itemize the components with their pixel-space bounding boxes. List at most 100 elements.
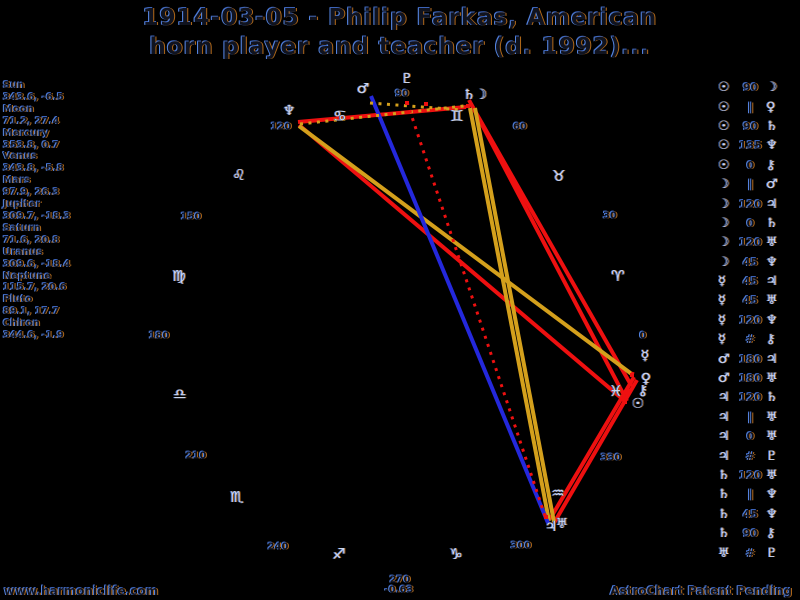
planet-name: Sun bbox=[3, 80, 25, 91]
degree-label-30: 30 bbox=[603, 210, 617, 222]
aspect-type-value: ∥ bbox=[747, 100, 754, 114]
planet-name: Mars bbox=[3, 175, 31, 187]
planet-marker bbox=[424, 102, 428, 106]
planet-marker bbox=[626, 391, 630, 395]
uranus-icon: ♅ bbox=[766, 409, 778, 425]
aspect-type-value: 120 bbox=[739, 391, 762, 405]
planet-name: Neptune bbox=[3, 270, 52, 282]
aspect-line-saturn-120-uranus bbox=[473, 107, 556, 523]
aspect-row-mercury-45-jupiter: ☿ 45 ♃ bbox=[718, 272, 788, 291]
aspect-row-moon-0-saturn: ☽ 0 ♄ bbox=[718, 214, 788, 233]
aspect-type-value: # bbox=[745, 449, 756, 463]
chiron-icon: ⚷ bbox=[766, 157, 776, 173]
aspect-list-panel: ☉ 90 ☽ ☉ ∥ ♀ ☉ 90 ♄ ☉ 135 ♆ ☉ 0 ⚷ ☽ ∥ ♂ ☽ 120 ♃ ☽ 0 ♄ ☽ 120 ♅ ☽ 45 ♆ ☿… bbox=[718, 78, 788, 563]
planet-entry-jupiter: Jupiter 309.7, -18.3 bbox=[3, 199, 123, 223]
planet-marker bbox=[630, 373, 634, 377]
aspect-line-jupiter-cpar-pluto bbox=[405, 101, 547, 517]
jupiter-icon: ♃ bbox=[766, 351, 778, 367]
aspect-line-sun-135-neptune bbox=[297, 123, 628, 404]
planet-name: Jupiter bbox=[3, 199, 41, 211]
degree-label-270: 270 bbox=[389, 574, 411, 586]
aspect-line-mercury-120-neptune bbox=[297, 124, 635, 377]
moon-icon: ☽ bbox=[718, 215, 730, 231]
aspect-type-value: ∥ bbox=[747, 178, 754, 192]
jupiter-icon: ♃ bbox=[718, 390, 730, 406]
planet-saturn-icon: ♄ bbox=[462, 87, 476, 103]
planet-jupiter-icon: ♃ bbox=[544, 519, 558, 535]
aspect-line-moon-par-mars bbox=[369, 101, 463, 112]
mars-icon: ♂ bbox=[718, 351, 730, 367]
saturn-icon: ♄ bbox=[766, 118, 778, 134]
uranus-icon: ♅ bbox=[766, 293, 778, 309]
planet-position-value: 97.9, 26.3 bbox=[3, 187, 60, 199]
aspect-type-value: ∥ bbox=[747, 488, 754, 502]
saturn-icon: ♄ bbox=[718, 506, 730, 522]
planet-position-value: 309.7, -18.3 bbox=[3, 210, 71, 222]
degree-label-150: 150 bbox=[180, 211, 202, 223]
neptune-icon: ♆ bbox=[766, 138, 778, 154]
mercury-icon: ☿ bbox=[718, 293, 726, 309]
aspect-row-jupiter-120-saturn: ♃ 120 ♄ bbox=[718, 388, 788, 407]
brand-text: AstroChart Patent Pending bbox=[610, 584, 792, 598]
planet-position-value: 344.6, -1.9 bbox=[3, 330, 64, 342]
aspect-line-mercury-45-jupiter bbox=[548, 375, 636, 521]
jupiter-icon: ♃ bbox=[718, 409, 730, 425]
chiron-icon: ⚷ bbox=[766, 332, 776, 348]
sun-icon: ☉ bbox=[718, 138, 730, 154]
planet-marker bbox=[466, 104, 470, 108]
planet-position-value: 353.8, 0.7 bbox=[3, 139, 60, 151]
zodiac-sagittarius-icon: ♐ bbox=[332, 545, 346, 563]
degree-label-240: 240 bbox=[267, 541, 289, 553]
zodiac-virgo-icon: ♍ bbox=[172, 267, 186, 285]
mars-icon: ♂ bbox=[718, 371, 730, 387]
neptune-icon: ♆ bbox=[766, 254, 778, 270]
aspect-row-saturn-∥-neptune: ♄ ∥ ♆ bbox=[718, 485, 788, 504]
planet-marker bbox=[628, 382, 632, 386]
uranus-icon: ♅ bbox=[766, 371, 778, 387]
planet-position-value: 115.7, 20.6 bbox=[3, 282, 67, 294]
saturn-icon: ♄ bbox=[766, 390, 778, 406]
zodiac-taurus-icon: ♉ bbox=[552, 167, 566, 185]
neptune-icon: ♆ bbox=[766, 312, 778, 328]
planet-name: Chiron bbox=[3, 318, 40, 330]
aspect-type-value: 0 bbox=[746, 158, 755, 172]
aspect-row-mercury-45-uranus: ☿ 45 ♅ bbox=[718, 291, 788, 310]
moon-icon: ☽ bbox=[766, 80, 778, 96]
mercury-icon: ☿ bbox=[718, 312, 726, 328]
aspect-type-value: 0 bbox=[746, 430, 755, 444]
saturn-icon: ♄ bbox=[766, 215, 778, 231]
planet-marker bbox=[544, 515, 548, 519]
planet-chiron-icon: ⚷ bbox=[637, 383, 649, 399]
degree-label-180: 180 bbox=[148, 330, 170, 342]
planet-name: Pluto bbox=[3, 294, 33, 306]
jupiter-icon: ♃ bbox=[766, 274, 778, 290]
planet-entry-chiron: Chiron 344.6, -1.9 bbox=[3, 318, 123, 342]
aspect-type-value: 90 bbox=[742, 119, 759, 133]
aspect-row-sun-0-chiron: ☉ 0 ⚷ bbox=[718, 156, 788, 175]
sun-icon: ☉ bbox=[718, 157, 730, 173]
planet-position-value: 71.2, 27.4 bbox=[3, 115, 60, 127]
uranus-icon: ♅ bbox=[718, 545, 730, 561]
aspect-row-mars-180-uranus: ♂ 180 ♅ bbox=[718, 369, 788, 388]
degree-label-90: 90 bbox=[395, 88, 409, 100]
degree-label-60: 60 bbox=[513, 121, 527, 133]
sun-icon: ☉ bbox=[718, 118, 730, 134]
saturn-icon: ♄ bbox=[718, 487, 730, 503]
planet-entry-uranus: Uranus 309.6, -18.4 bbox=[3, 247, 123, 271]
website-url: www.harmoniclife.com bbox=[4, 584, 159, 598]
uranus-icon: ♅ bbox=[766, 235, 778, 251]
moon-icon: ☽ bbox=[718, 196, 730, 212]
planet-name: Uranus bbox=[3, 246, 43, 258]
planet-name: Saturn bbox=[3, 222, 41, 234]
aspect-line-mercury-cpar-chiron bbox=[623, 371, 635, 405]
chart-title-line2: horn player and teacher (d. 1992)... bbox=[149, 34, 651, 60]
aspect-line-saturn-90-chiron bbox=[469, 103, 633, 386]
aspect-row-mars-180-jupiter: ♂ 180 ♃ bbox=[718, 349, 788, 368]
planet-entry-saturn: Saturn 71.6, 20.8 bbox=[3, 223, 123, 247]
neptune-icon: ♆ bbox=[766, 506, 778, 522]
sun-icon: ☉ bbox=[718, 99, 730, 115]
pluto-icon: ♇ bbox=[766, 545, 778, 561]
planet-entry-neptune: Neptune 115.7, 20.6 bbox=[3, 271, 123, 295]
planet-position-value: 343.6, -6.5 bbox=[3, 91, 64, 103]
moon-icon: ☽ bbox=[718, 235, 730, 251]
